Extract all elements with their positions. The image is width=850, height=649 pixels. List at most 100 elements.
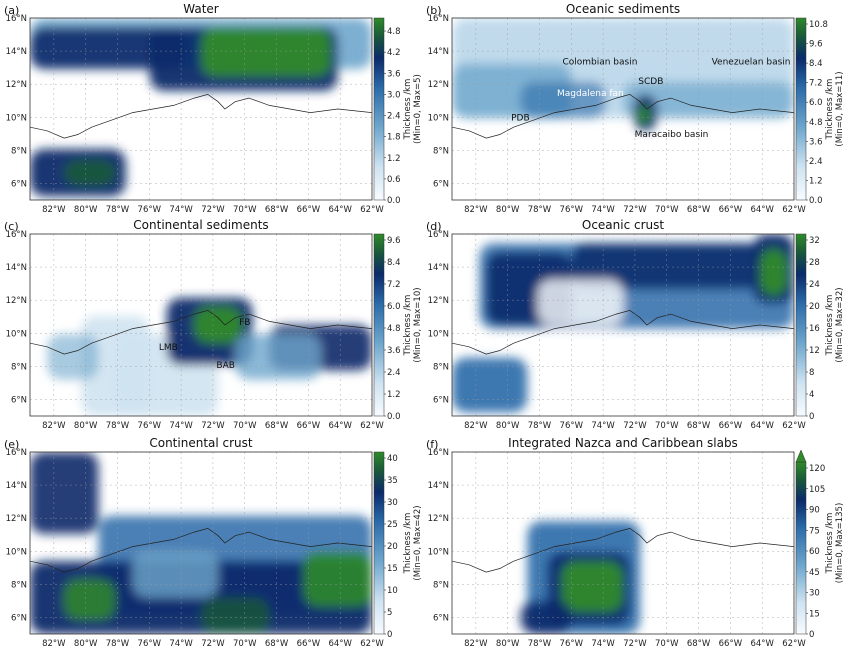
heatmap-cell: [759, 248, 788, 296]
colorbar-tick-label: 20: [387, 542, 398, 552]
x-tick-label: 62°W: [360, 421, 384, 431]
colorbar-label-line: (Min=0, Max=11): [835, 71, 845, 146]
x-tick-label: 78°W: [528, 205, 552, 215]
colorbar-tick-label: 24: [809, 280, 820, 290]
coastline: [452, 310, 794, 355]
heatmap-cell: [520, 81, 606, 119]
colorbar-tick-label: 3.6: [387, 69, 401, 79]
x-tick-label: 62°W: [782, 205, 806, 215]
colorbar-tick-label: 0: [809, 412, 814, 422]
colorbar-tick-label: 75: [809, 526, 820, 536]
colorbar-tick-label: 4.8: [387, 324, 401, 334]
heatmap-cell: [636, 105, 651, 124]
y-tick-label: 10°N: [428, 547, 449, 557]
colorbar-label-line: Thickness /km: [825, 79, 835, 141]
x-tick-label: 76°W: [138, 421, 162, 431]
heatmap-cell: [520, 601, 572, 634]
x-tick-label: 74°W: [169, 639, 193, 649]
colorbar-tick-label: 3.6: [809, 137, 823, 147]
x-tick-label: 68°W: [687, 205, 711, 215]
x-tick-label: 74°W: [169, 205, 193, 215]
x-tick-label: 82°W: [42, 639, 66, 649]
y-tick-label: 8°N: [433, 146, 449, 156]
y-tick-label: 14°N: [428, 47, 449, 57]
x-tick-label: 64°W: [328, 421, 352, 431]
panel-label: (d): [426, 220, 442, 233]
colorbar: [795, 461, 807, 635]
colorbar-tick-label: 16: [809, 324, 820, 334]
y-tick-label: 8°N: [11, 362, 27, 372]
colorbar: [795, 233, 807, 417]
colorbar-label: Thickness /km(Min=0, Max=5): [403, 74, 423, 144]
x-tick-label: 66°W: [297, 639, 321, 649]
heatmap-cell: [30, 27, 184, 69]
map-annotation: FB: [239, 318, 250, 328]
coastline: [452, 94, 794, 139]
panel-label: (e): [4, 438, 19, 451]
y-tick-label: 16°N: [6, 14, 27, 24]
colorbar-label: Thickness /km(Min=0, Max=42): [403, 505, 423, 580]
panel-label: (b): [426, 4, 442, 17]
colorbar-tick-label: 8.4: [809, 59, 823, 69]
y-tick-label: 12°N: [428, 296, 449, 306]
x-tick-label: 70°W: [233, 205, 257, 215]
x-tick-label: 80°W: [74, 205, 98, 215]
x-tick-label: 68°W: [265, 421, 289, 431]
panel-title: Oceanic sediments: [566, 2, 680, 16]
y-tick-label: 10°N: [428, 113, 449, 123]
x-tick-label: 82°W: [42, 205, 66, 215]
map-annotation: Venezuelan basin: [712, 57, 791, 67]
heatmap-cell: [537, 279, 623, 325]
colorbar-tick-label: 1.2: [387, 390, 401, 400]
x-tick-label: 82°W: [464, 421, 488, 431]
y-tick-label: 14°N: [6, 263, 27, 273]
heatmap-cell: [235, 334, 321, 380]
x-tick-label: 72°W: [201, 205, 225, 215]
x-tick-label: 66°W: [719, 639, 743, 649]
y-tick-label: 12°N: [6, 80, 27, 90]
heatmap-field: [30, 18, 372, 197]
colorbar-tick-label: 28: [809, 258, 820, 268]
x-tick-label: 76°W: [560, 205, 584, 215]
x-tick-label: 82°W: [464, 205, 488, 215]
x-tick-label: 64°W: [750, 205, 774, 215]
heatmap-field: [452, 234, 794, 413]
map-annotation: Magdalena fan: [557, 89, 624, 99]
y-tick-label: 10°N: [6, 113, 27, 123]
x-tick-label: 62°W: [782, 421, 806, 431]
heatmap-cell: [194, 306, 243, 344]
y-tick-label: 14°N: [6, 481, 27, 491]
y-tick-label: 12°N: [428, 80, 449, 90]
heatmap-cell: [132, 552, 219, 598]
colorbar: [373, 233, 385, 417]
colorbar: [373, 17, 385, 201]
panel-f: 82°W 80°W 78°W 76°W 74°W 72°W 70°W 68°W 66°W 64°W…: [426, 436, 845, 649]
y-tick-label: 6°N: [11, 179, 27, 189]
y-tick-label: 12°N: [428, 514, 449, 524]
panel-a: 82°W 80°W 78°W 76°W 74°W 72°W 70°W 68°W 66°W 64°W…: [4, 2, 423, 215]
panel-e: 82°W 80°W 78°W 76°W 74°W 72°W 70°W 68°W 66°W 64°W…: [4, 436, 423, 649]
map-frame: [451, 17, 795, 201]
colorbar-label-line: (Min=0, Max=10): [413, 287, 423, 362]
x-tick-label: 80°W: [496, 639, 520, 649]
heatmap-cell: [561, 561, 623, 613]
colorbar-label-line: Thickness /km: [825, 513, 835, 575]
colorbar-tick-label: 15: [809, 609, 820, 619]
colorbar-tick-label: 15: [387, 564, 398, 574]
x-tick-label: 74°W: [591, 205, 615, 215]
x-tick-label: 78°W: [106, 421, 130, 431]
y-tick-label: 16°N: [428, 448, 449, 458]
x-tick-label: 64°W: [750, 421, 774, 431]
colorbar-label: Thickness /km(Min=0, Max=11): [825, 71, 845, 146]
colorbar-tick-label: 4.8: [387, 27, 401, 37]
colorbar-tick-label: 45: [809, 568, 820, 578]
y-tick-label: 10°N: [428, 329, 449, 339]
colorbar-label-line: (Min=0, Max=5): [413, 74, 423, 144]
colorbar-tick-label: 0.0: [809, 196, 823, 206]
x-tick-label: 80°W: [496, 421, 520, 431]
heatmap-cell: [623, 81, 794, 119]
heatmap-field: [520, 521, 641, 634]
heatmap-cell: [201, 27, 331, 77]
panel-c: 82°W 80°W 78°W 76°W 74°W 72°W 70°W 68°W 66°W 64°W…: [4, 218, 423, 431]
